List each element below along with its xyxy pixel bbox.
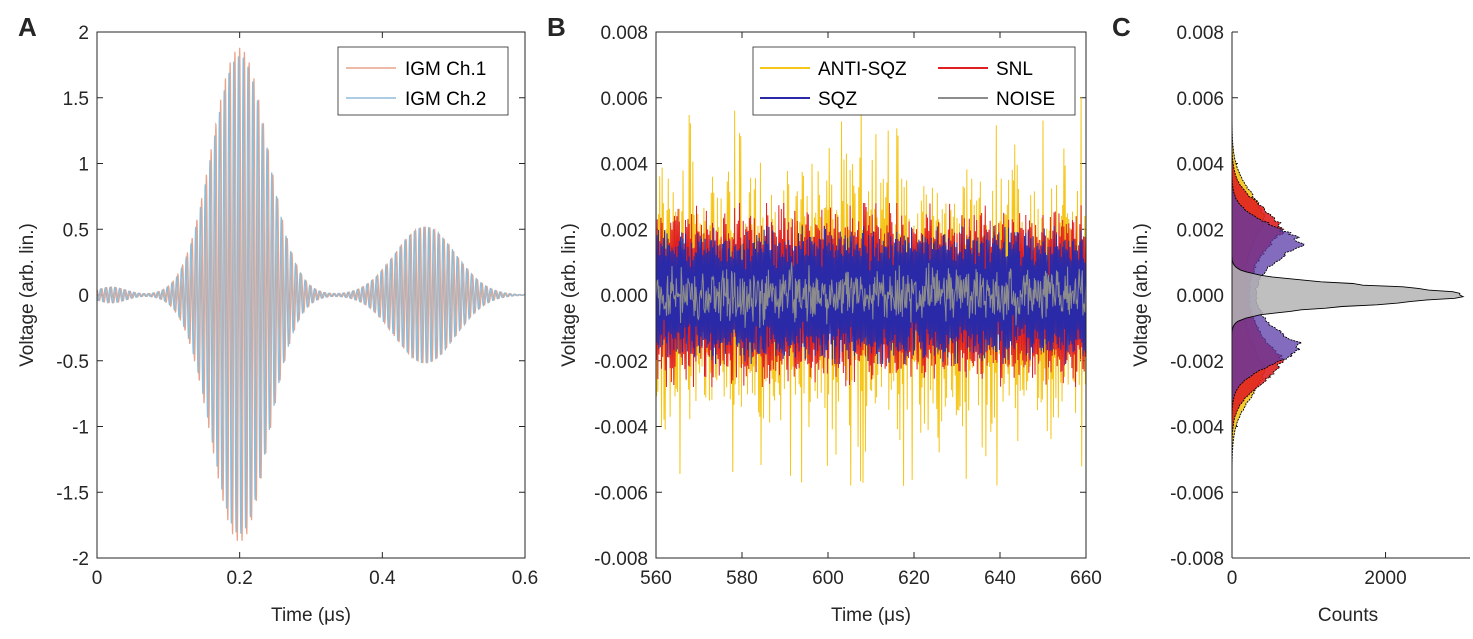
panel-a-y-axis-label: Voltage (arb. lin.) — [17, 223, 38, 367]
panel-a-x-tick-label: 0 — [92, 568, 103, 589]
panel-c-y-tick-label: -0.008 — [1170, 549, 1224, 570]
panel-b-axes-box — [655, 31, 1087, 559]
panel-a-chart: A 2 1.5 1 0.5 0 -0.5 -1 -1.5 -2 0 0.2 0.4 0.6 IGM C… — [17, 12, 538, 626]
panel-a-y-tick-label: -1.5 — [56, 483, 89, 504]
panel-a-x-tick-label: 0.2 — [226, 568, 252, 589]
legend-igm-ch2-label: IGM Ch.2 — [405, 89, 486, 110]
panel-c-y-tick-label: -0.004 — [1170, 418, 1224, 439]
panel-c-y-tick-label: 0.004 — [1176, 155, 1224, 176]
panel-c-x-tick-label: 2000 — [1364, 568, 1406, 589]
panel-c-y-tick-label: 0.002 — [1176, 220, 1224, 241]
series-igm-ch2-line — [97, 56, 525, 534]
panel-b-x-tick-label: 580 — [726, 568, 758, 589]
legend-anti-sqz-label: ANTI-SQZ — [818, 59, 907, 80]
panel-a-y-tick-label: 2 — [78, 23, 89, 44]
legend-snl-label: SNL — [996, 59, 1033, 80]
panel-a-y-tick-label: 0.5 — [63, 220, 89, 241]
legend-noise-label: NOISE — [996, 89, 1055, 110]
series-igm-ch1-line — [97, 47, 525, 541]
panel-c-chart: C 0.008 0.006 0.004 0.002 0.000 -0.002 -0.004 -… — [1112, 12, 1470, 626]
panel-a-x-axis-label: Time (μs) — [271, 605, 351, 626]
panel-b-y-tick-label: -0.002 — [594, 352, 648, 373]
panel-c-y-tick-label: -0.006 — [1170, 483, 1224, 504]
panel-a-axes-box — [96, 31, 526, 559]
panel-b-y-tick-label: 0.008 — [600, 23, 648, 44]
legend-igm-ch1-label: IGM Ch.1 — [405, 59, 486, 80]
legend-sqz-label: SQZ — [818, 89, 857, 110]
panel-b-y-tick-label: 0.006 — [600, 89, 648, 110]
panel-b-chart: B 0.008 0.006 0.004 0.002 0.000 -0.002 -0.004 -… — [547, 12, 1102, 626]
panel-c-y-tick-label: 0.000 — [1176, 286, 1224, 307]
panel-a-y-tick-label: 0 — [78, 286, 89, 307]
histogram-noise-area — [1232, 32, 1465, 558]
panel-b-y-tick-label: 0.002 — [600, 220, 648, 241]
panel-b-legend: ANTI-SQZ SNL SQZ NOISE — [752, 46, 1076, 116]
panel-c-y-axis-label: Voltage (arb. lin.) — [1131, 223, 1152, 367]
panel-b-x-tick-label: 620 — [898, 568, 930, 589]
panel-b-x-tick-label: 560 — [640, 568, 672, 589]
panel-c-y-tick-label: 0.006 — [1176, 89, 1224, 110]
series-noise-line — [656, 262, 1086, 328]
panel-c-x-tick-label: 0 — [1227, 568, 1238, 589]
panel-a-legend: IGM Ch.1 IGM Ch.2 — [337, 46, 509, 116]
panel-a-y-tick-label: 1.5 — [63, 89, 89, 110]
panel-b-y-tick-label: -0.008 — [594, 549, 648, 570]
panel-b-y-tick-label: -0.006 — [594, 483, 648, 504]
panel-b-x-tick-label: 600 — [812, 568, 844, 589]
panel-c-y-tick-label: -0.002 — [1170, 352, 1224, 373]
panel-c-label: C — [1112, 12, 1131, 42]
panel-b-y-tick-label: 0.004 — [600, 155, 648, 176]
panel-c-y-tick-label: 0.008 — [1176, 23, 1224, 44]
panel-b-x-tick-label: 640 — [984, 568, 1016, 589]
panel-b-label: B — [547, 12, 566, 42]
panel-b-y-tick-label: -0.004 — [594, 418, 648, 439]
panel-a-x-tick-label: 0.4 — [369, 568, 396, 589]
panel-b-x-axis-label: Time (μs) — [831, 605, 911, 626]
series-sqz-line — [656, 225, 1086, 365]
panel-a-x-tick-label: 0.6 — [512, 568, 538, 589]
panel-a-y-tick-label: -0.5 — [56, 352, 89, 373]
panel-b-y-axis-label: Voltage (arb. lin.) — [559, 223, 580, 367]
panel-a-y-tick-label: 1 — [78, 155, 89, 176]
panel-a-y-tick-label: -1 — [72, 418, 89, 439]
panel-a-label: A — [18, 12, 37, 42]
panel-a-y-tick-label: -2 — [72, 549, 89, 570]
panel-b-y-tick-label: 0.000 — [600, 286, 648, 307]
panel-b-x-tick-label: 660 — [1070, 568, 1102, 589]
panel-c-x-axis-label: Counts — [1318, 605, 1378, 626]
